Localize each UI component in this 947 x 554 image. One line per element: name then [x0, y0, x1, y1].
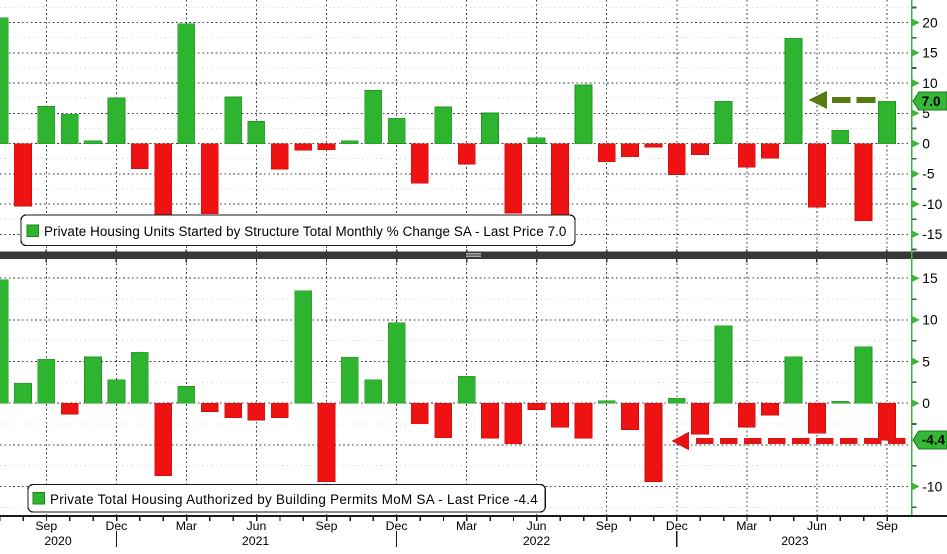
svg-text:0: 0 [922, 136, 930, 151]
svg-text:Sep: Sep [316, 519, 338, 533]
svg-text:Sep: Sep [596, 519, 618, 533]
svg-text:2020: 2020 [44, 534, 72, 548]
svg-text:Sep: Sep [35, 519, 57, 533]
svg-text:10: 10 [922, 313, 938, 328]
svg-text:Mar: Mar [456, 519, 477, 533]
svg-text:5: 5 [922, 354, 930, 369]
svg-text:Jun: Jun [807, 519, 827, 533]
svg-text:10: 10 [922, 76, 938, 91]
svg-text:-10: -10 [922, 197, 942, 212]
svg-text:2022: 2022 [523, 534, 551, 548]
svg-text:Dec: Dec [666, 519, 688, 533]
svg-text:7.0: 7.0 [922, 94, 941, 109]
svg-text:15: 15 [922, 46, 938, 61]
svg-text:Jun: Jun [246, 519, 266, 533]
svg-text:15: 15 [922, 271, 938, 286]
svg-text:2023: 2023 [781, 534, 809, 548]
svg-text:2021: 2021 [242, 534, 270, 548]
svg-text:0: 0 [922, 396, 930, 411]
svg-text:-10: -10 [922, 479, 942, 494]
svg-text:-15: -15 [922, 227, 942, 242]
svg-text:Dec: Dec [386, 519, 408, 533]
svg-text:Dec: Dec [105, 519, 127, 533]
svg-text:Mar: Mar [176, 519, 197, 533]
svg-text:Mar: Mar [736, 519, 757, 533]
svg-text:-5: -5 [922, 167, 935, 182]
svg-text:Jun: Jun [527, 519, 547, 533]
svg-text:Private Total Housing Authoriz: Private Total Housing Authorized by Buil… [50, 492, 538, 507]
svg-text:Private Housing Units Started: Private Housing Units Started by Structu… [44, 224, 566, 239]
svg-text:-4.4: -4.4 [922, 433, 946, 448]
svg-text:5: 5 [922, 106, 930, 121]
svg-text:20: 20 [922, 15, 938, 30]
svg-text:Sep: Sep [876, 519, 898, 533]
